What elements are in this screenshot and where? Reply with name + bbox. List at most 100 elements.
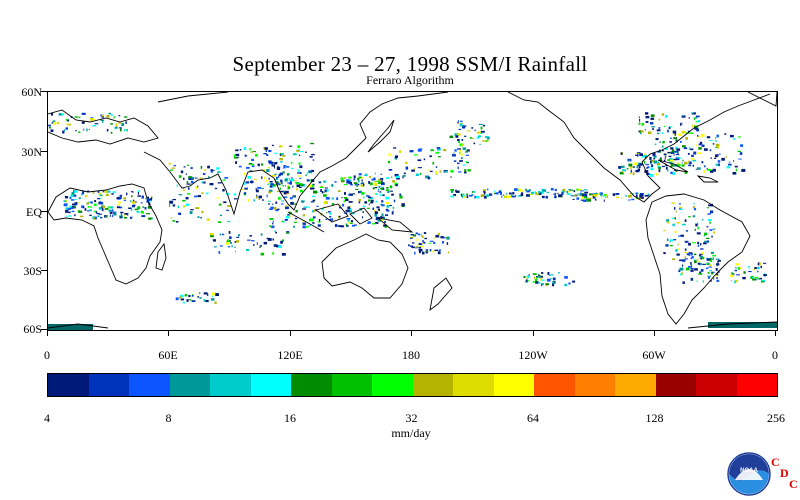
rain-pixel bbox=[702, 263, 706, 265]
rain-pixel bbox=[363, 184, 365, 187]
rain-pixel bbox=[688, 132, 693, 134]
rain-pixel bbox=[645, 156, 647, 159]
map-canvas bbox=[48, 92, 777, 330]
rain-pixel bbox=[191, 300, 196, 302]
rain-pixel bbox=[369, 176, 371, 178]
rain-pixel bbox=[65, 210, 69, 213]
rain-pixel bbox=[457, 122, 459, 124]
rain-pixel bbox=[484, 195, 487, 199]
rain-pixel bbox=[102, 205, 106, 208]
rain-pixel bbox=[652, 127, 654, 130]
rain-pixel bbox=[279, 158, 283, 161]
rain-pixel bbox=[541, 189, 544, 192]
rain-pixel bbox=[466, 193, 468, 196]
rain-pixel bbox=[481, 130, 485, 133]
rain-pixel bbox=[93, 118, 96, 121]
rain-pixel bbox=[392, 210, 394, 212]
rain-pixel bbox=[288, 178, 290, 181]
rain-pixel bbox=[736, 274, 740, 276]
rain-pixel bbox=[616, 196, 619, 198]
rain-pixel bbox=[285, 166, 290, 168]
rain-pixel bbox=[450, 176, 452, 178]
rain-pixel bbox=[706, 237, 710, 239]
rain-pixel bbox=[541, 272, 544, 274]
rain-pixel bbox=[50, 129, 54, 132]
rain-pixel bbox=[248, 163, 253, 165]
rain-pixel bbox=[580, 199, 584, 201]
coastline-greenland bbox=[747, 92, 777, 107]
rain-pixel bbox=[145, 198, 149, 200]
rain-pixel bbox=[702, 280, 704, 283]
rain-pixel bbox=[526, 276, 528, 280]
rain-pixel bbox=[210, 298, 215, 301]
rain-pixel bbox=[130, 200, 132, 202]
rain-pixel bbox=[120, 211, 124, 214]
rain-pixel bbox=[108, 112, 112, 115]
rain-pixel bbox=[685, 137, 689, 140]
rain-pixel bbox=[740, 144, 744, 147]
rain-pixel bbox=[272, 144, 274, 147]
rain-pixel bbox=[387, 191, 390, 193]
rain-pixel bbox=[636, 166, 638, 169]
rain-pixel bbox=[204, 169, 207, 171]
rain-pixel bbox=[540, 192, 544, 194]
rain-pixel bbox=[682, 159, 684, 162]
lon-label-180: 180 bbox=[402, 348, 420, 362]
rain-pixel bbox=[244, 192, 247, 195]
rain-pixel bbox=[650, 122, 654, 125]
rain-pixel bbox=[75, 130, 77, 132]
rain-pixel bbox=[460, 194, 463, 197]
rain-pixel bbox=[632, 172, 635, 176]
coastline-caribbean bbox=[657, 159, 719, 183]
rain-pixel bbox=[334, 181, 337, 183]
rain-pixel bbox=[306, 179, 310, 182]
rain-pixel bbox=[92, 191, 95, 194]
rain-pixel bbox=[82, 191, 85, 195]
rain-pixel bbox=[259, 246, 261, 248]
rain-pixel bbox=[475, 195, 480, 199]
rain-pixel bbox=[577, 193, 579, 196]
rain-pixel bbox=[673, 154, 675, 156]
rain-pixel bbox=[479, 143, 481, 145]
rain-pixel bbox=[700, 243, 702, 246]
lon-label-120e: 120E bbox=[277, 348, 303, 362]
rain-pixel bbox=[141, 215, 146, 217]
rain-pixel bbox=[291, 177, 293, 179]
rain-pixel bbox=[310, 187, 314, 190]
rain-pixel bbox=[694, 253, 697, 256]
rain-pixel bbox=[373, 193, 375, 195]
colorbar-label: 16 bbox=[284, 411, 296, 425]
rain-pixel bbox=[170, 217, 173, 219]
rain-pixel bbox=[361, 216, 364, 219]
rain-pixel bbox=[185, 197, 189, 200]
rain-pixel bbox=[690, 257, 693, 260]
rain-pixel bbox=[276, 167, 280, 170]
rain-pixel bbox=[393, 147, 397, 149]
rain-pixel bbox=[289, 145, 293, 147]
rain-pixel bbox=[270, 161, 274, 164]
rain-pixel bbox=[697, 152, 701, 154]
rain-pixel bbox=[684, 248, 687, 251]
rain-pixel bbox=[716, 277, 718, 279]
rain-pixel bbox=[562, 188, 566, 192]
rain-pixel bbox=[694, 127, 699, 130]
rain-pixel bbox=[366, 207, 370, 209]
rain-pixel bbox=[615, 193, 620, 195]
rain-pixel bbox=[329, 212, 332, 215]
rain-pixel bbox=[256, 194, 258, 197]
rain-pixel bbox=[187, 187, 190, 190]
rain-pixel bbox=[550, 277, 552, 280]
rain-pixel bbox=[217, 171, 221, 173]
rain-pixel bbox=[272, 252, 274, 255]
rain-pixel bbox=[550, 274, 554, 276]
rain-pixel bbox=[216, 197, 219, 199]
rain-pixel bbox=[580, 190, 584, 192]
rain-pixel bbox=[413, 167, 415, 170]
rain-pixel bbox=[147, 206, 152, 209]
rain-pixel bbox=[119, 128, 122, 132]
rain-pixel bbox=[199, 297, 202, 299]
rain-pixel bbox=[98, 192, 101, 195]
rain-pixel bbox=[84, 195, 88, 198]
rain-pixel bbox=[730, 274, 734, 278]
rain-pixel bbox=[716, 279, 720, 282]
